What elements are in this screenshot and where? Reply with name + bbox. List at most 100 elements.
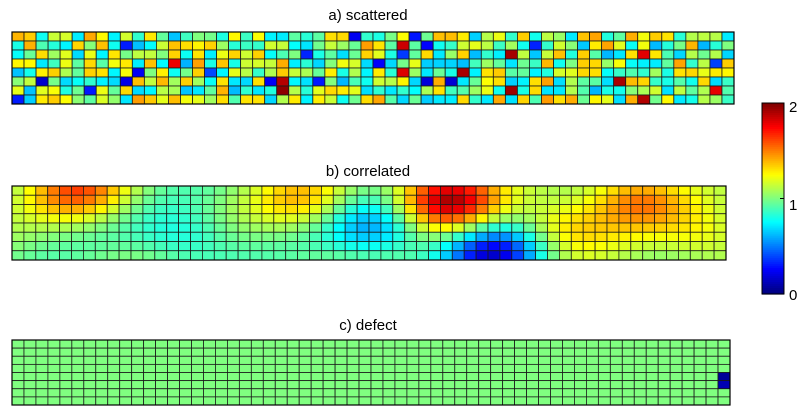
heatmap-cell: [392, 185, 406, 196]
heatmap-cell: [618, 241, 632, 252]
heatmap-cell: [396, 40, 410, 51]
colorbar-band: [762, 112, 784, 116]
heatmap-cell: [432, 31, 446, 42]
heatmap-cell: [504, 40, 518, 51]
heatmap-cell: [142, 213, 156, 224]
heatmap-cell: [550, 355, 563, 365]
heatmap-cell: [107, 94, 121, 105]
heatmap-cell: [274, 347, 288, 357]
heatmap-cell: [213, 241, 227, 252]
heatmap-cell: [252, 67, 266, 78]
heatmap-cell: [666, 204, 679, 215]
heatmap-cell: [59, 194, 72, 205]
heatmap-cell: [630, 241, 644, 252]
heatmap-cell: [107, 67, 121, 78]
heatmap-cell: [456, 94, 470, 105]
heatmap-cell: [613, 49, 627, 60]
heatmap-cell: [190, 213, 203, 224]
heatmap-cell: [360, 85, 374, 96]
heatmap-cell: [630, 204, 644, 215]
heatmap-cell: [466, 396, 480, 406]
heatmap-cell: [240, 67, 254, 78]
heatmap-cell: [249, 185, 263, 196]
heatmap-cell: [143, 347, 157, 357]
heatmap-cell: [119, 58, 133, 69]
heatmap-cell: [155, 40, 169, 51]
heatmap-cell: [511, 231, 525, 242]
heatmap-cell: [368, 194, 382, 205]
heatmap-cell: [669, 339, 683, 349]
heatmap-cell: [83, 76, 97, 87]
heatmap-cell: [454, 347, 468, 357]
heatmap-cell: [310, 347, 324, 357]
heatmap-cell: [666, 194, 679, 205]
heatmap-cell: [606, 185, 620, 196]
heatmap-cell: [252, 31, 266, 42]
heatmap-cell: [179, 347, 192, 357]
colorbar-band: [762, 284, 784, 287]
heatmap-cell: [396, 94, 410, 105]
heatmap-cell: [131, 85, 145, 96]
heatmap-cell: [454, 388, 468, 398]
heatmap-cell: [717, 355, 731, 365]
panel-a-title: a) scattered: [328, 7, 407, 24]
heatmap-cell: [657, 388, 671, 398]
heatmap-cell: [701, 241, 715, 252]
colorbar-band: [762, 192, 784, 196]
heatmap-cell: [642, 213, 656, 224]
heatmap-cell: [119, 49, 133, 60]
heatmap-cell: [192, 49, 205, 60]
heatmap-cell: [404, 185, 418, 196]
colorbar-band: [762, 272, 784, 275]
heatmap-cell: [237, 194, 251, 205]
heatmap-cell: [392, 250, 406, 261]
heatmap-cell: [442, 363, 456, 373]
heatmap-cell: [228, 31, 242, 42]
colorbar-band: [762, 244, 784, 247]
heatmap-cell: [394, 339, 408, 349]
heatmap-cell: [541, 49, 554, 60]
heatmap-cell: [167, 396, 180, 406]
heatmap-cell: [372, 49, 386, 60]
heatmap-cell: [504, 94, 518, 105]
heatmap-cell: [119, 67, 133, 78]
heatmap-cell: [382, 380, 396, 390]
heatmap-cell: [444, 76, 458, 87]
heatmap-cell: [517, 31, 530, 42]
heatmap-cell: [47, 363, 61, 373]
heatmap-cell: [451, 231, 465, 242]
heatmap-cell: [11, 222, 25, 233]
heatmap-cell: [192, 67, 205, 78]
heatmap-cell: [669, 380, 683, 390]
heatmap-cell: [47, 194, 61, 205]
heatmap-cell: [468, 67, 482, 78]
heatmap-cell: [83, 250, 96, 261]
heatmap-cell: [107, 31, 121, 42]
heatmap-cell: [288, 85, 302, 96]
heatmap-cell: [630, 213, 644, 224]
heatmap-cell: [466, 372, 480, 382]
heatmap-cell: [107, 49, 121, 60]
heatmap-cell: [106, 185, 120, 196]
heatmap-cell: [487, 241, 501, 252]
heatmap-cell: [228, 76, 242, 87]
heatmap-cell: [618, 185, 632, 196]
heatmap-frame: [11, 339, 731, 406]
heatmap-cell: [529, 31, 542, 42]
heatmap-cell: [705, 380, 719, 390]
heatmap-cell: [228, 94, 242, 105]
heatmap-cell: [380, 213, 394, 224]
heatmap-cell: [276, 85, 290, 96]
heatmap-cell: [332, 241, 346, 252]
heatmap-cell: [83, 213, 96, 224]
heatmap-cell: [252, 58, 266, 69]
heatmap-cell: [420, 85, 434, 96]
heatmap-cell: [597, 388, 611, 398]
heatmap-cell: [71, 49, 85, 60]
heatmap-cell: [310, 355, 324, 365]
heatmap-cell: [492, 94, 506, 105]
heatmap-cell: [286, 388, 300, 398]
heatmap-cell: [95, 363, 109, 373]
heatmap-cell: [721, 40, 735, 51]
heatmap-cell: [11, 355, 25, 365]
